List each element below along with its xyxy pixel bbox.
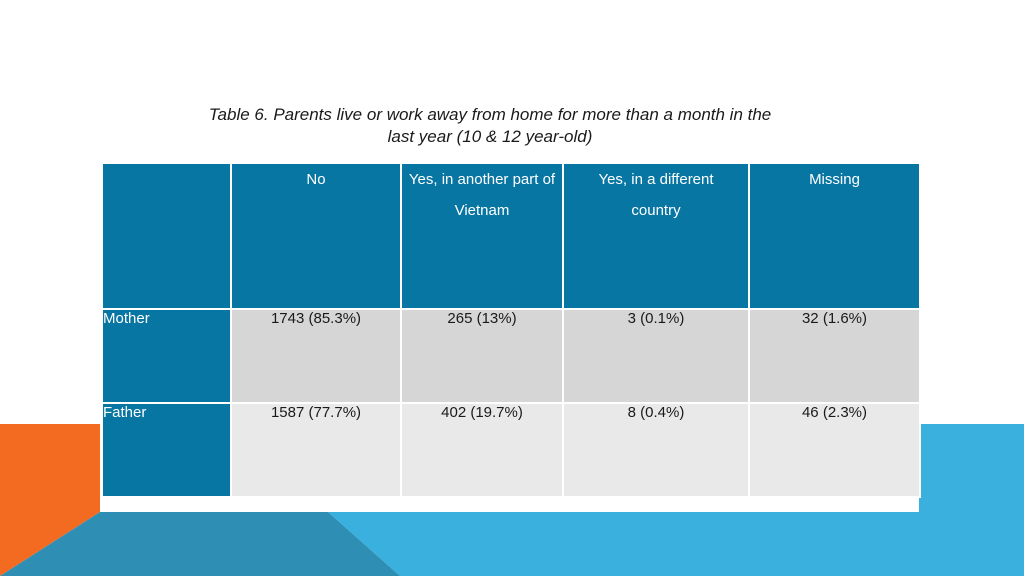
mid-blue-band-shape	[0, 512, 400, 576]
table-cell: 265 (13%)	[400, 308, 564, 404]
table-caption: Table 6. Parents live or work away from …	[140, 104, 840, 148]
table-cell: 1587 (77.7%)	[230, 402, 402, 498]
header-label: Yes, in another part of Vietnam	[408, 171, 556, 219]
table-cell: 3 (0.1%)	[562, 308, 750, 404]
caption-line-2: last year (10 & 12 year-old)	[387, 127, 593, 146]
orange-corner-shape	[0, 424, 100, 576]
caption-line-1: Table 6. Parents live or work away from …	[208, 105, 772, 124]
header-label: Yes, in a different country	[598, 171, 714, 219]
table-cell: 8 (0.4%)	[562, 402, 750, 498]
light-blue-band-shape	[328, 424, 1024, 576]
data-table: No Yes, in another part of Vietnam Yes, …	[101, 162, 921, 498]
header-cell-empty	[101, 162, 232, 310]
table-row: Mother 1743 (85.3%) 265 (13%) 3 (0.1%) 3…	[101, 308, 921, 404]
header-cell-different-country: Yes, in a different country	[562, 162, 750, 310]
header-label: Missing	[809, 171, 860, 188]
row-label-mother: Mother	[101, 308, 232, 404]
row-label-father: Father	[101, 402, 232, 498]
table-cell: 402 (19.7%)	[400, 402, 564, 498]
header-cell-missing: Missing	[748, 162, 921, 310]
table-row: Father 1587 (77.7%) 402 (19.7%) 8 (0.4%)…	[101, 402, 921, 498]
header-cell-another-part: Yes, in another part of Vietnam	[400, 162, 564, 310]
header-label: No	[306, 171, 326, 188]
table-cell: 1743 (85.3%)	[230, 308, 402, 404]
header-cell-no: No	[230, 162, 402, 310]
header-row: No Yes, in another part of Vietnam Yes, …	[101, 162, 921, 310]
table-cell: 46 (2.3%)	[748, 402, 921, 498]
table-cell: 32 (1.6%)	[748, 308, 921, 404]
